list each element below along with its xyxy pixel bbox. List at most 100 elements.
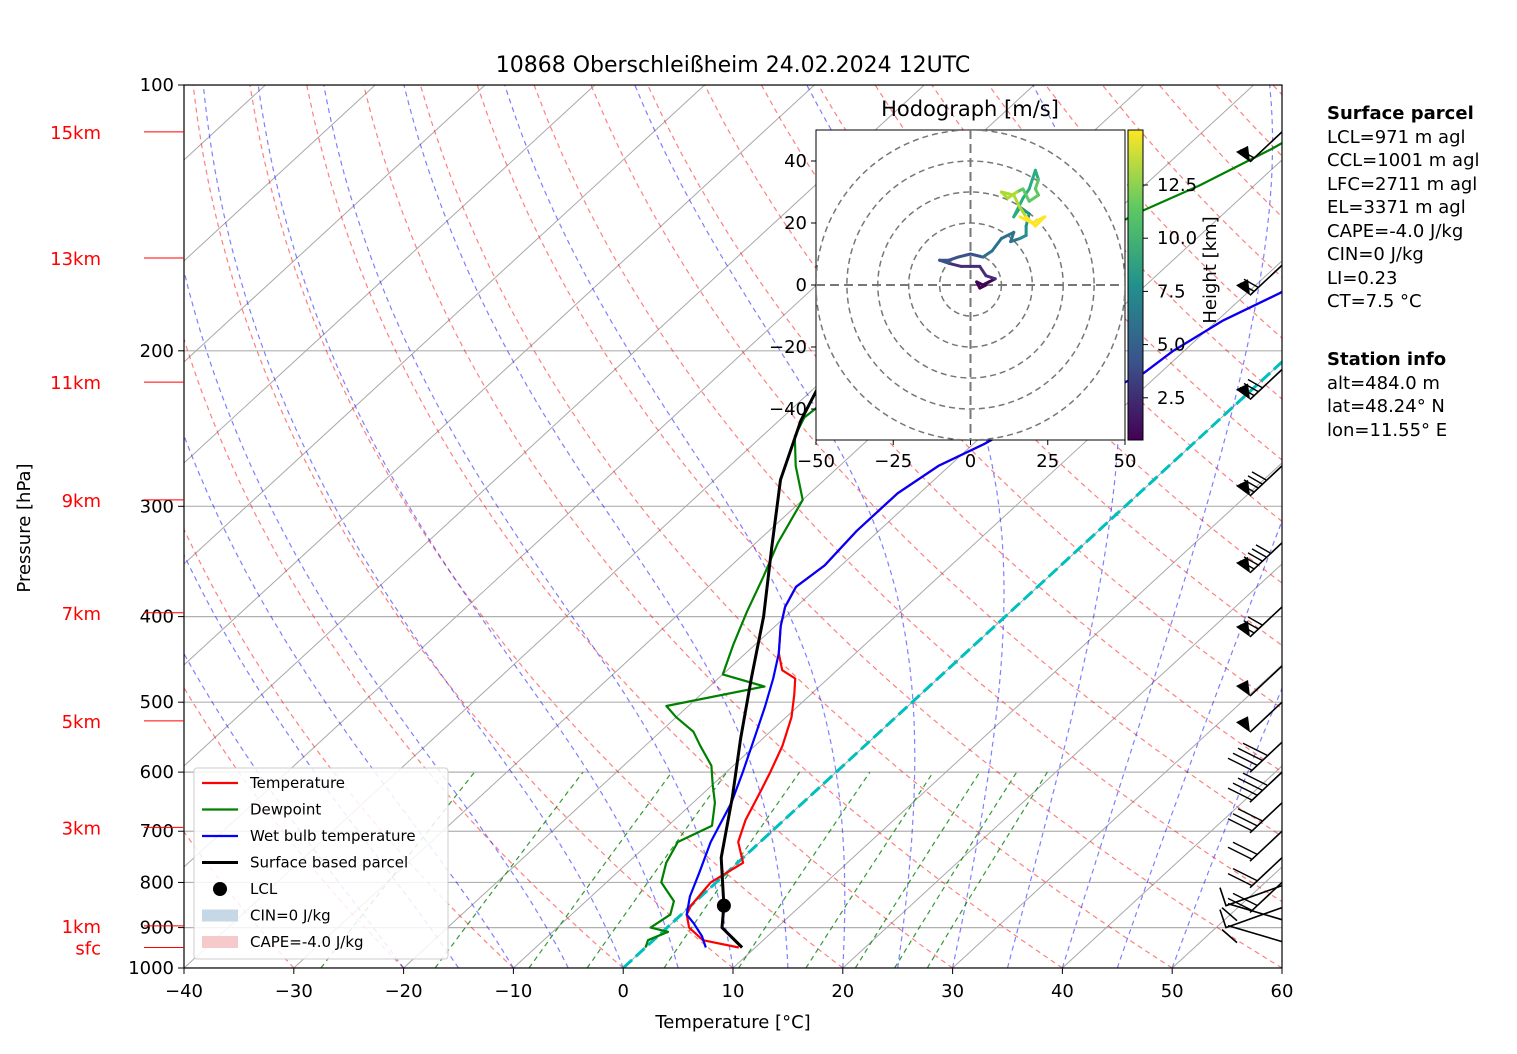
mixing-ratio-line bbox=[434, 771, 584, 968]
parcel-el: EL=3371 m agl bbox=[1327, 197, 1466, 218]
dry-adiabat bbox=[184, 527, 514, 968]
colorbar-tick-label: 12.5 bbox=[1157, 175, 1197, 196]
height-label: 9km bbox=[62, 491, 101, 512]
dry-adiabat bbox=[931, 85, 1282, 461]
mixing-ratio-line bbox=[894, 771, 1018, 968]
wind-barb bbox=[1227, 857, 1283, 889]
wind-barb bbox=[1236, 368, 1283, 401]
moist-adiabat bbox=[504, 85, 846, 968]
hodograph-segment bbox=[1027, 178, 1034, 191]
legend-swatch bbox=[202, 909, 238, 922]
hodograph-segment bbox=[1033, 178, 1040, 191]
mixing-ratio-line bbox=[738, 771, 871, 968]
parcel-lfc: LFC=2711 m agl bbox=[1327, 173, 1478, 195]
y-tick-label: 300 bbox=[140, 496, 174, 517]
hodo-y-tick-label: −40 bbox=[769, 399, 807, 420]
moist-adiabat bbox=[184, 433, 514, 968]
x-tick-label: 0 bbox=[617, 981, 628, 1002]
y-tick-label: 800 bbox=[140, 872, 174, 893]
height-label: 1km bbox=[62, 917, 101, 938]
wind-barb bbox=[1236, 542, 1283, 574]
hodo-y-tick-label: 0 bbox=[796, 275, 807, 296]
isotherm bbox=[1062, 765, 1282, 968]
chart-title: 10868 Oberschleißheim 24.02.2024 12UTC bbox=[496, 53, 971, 78]
dry-adiabat bbox=[192, 85, 734, 968]
hodograph-segment bbox=[1018, 215, 1034, 225]
hodograph-segment bbox=[1009, 237, 1022, 244]
parcel-ccl: CCL=1001 m agl bbox=[1327, 150, 1480, 171]
height-label: 3km bbox=[62, 818, 101, 839]
isotherm bbox=[842, 563, 1282, 968]
dry-adiabat bbox=[249, 85, 844, 968]
hodograph-segment bbox=[984, 274, 997, 281]
hodograph-segment bbox=[1021, 187, 1031, 203]
moist-adiabat bbox=[202, 85, 624, 968]
mixing-ratio-line bbox=[926, 771, 1048, 968]
wind-barb bbox=[1227, 802, 1283, 834]
isotherm bbox=[403, 159, 1282, 968]
station-info-panel: Station info alt=484.0 m lat=48.24° N lo… bbox=[1327, 348, 1447, 442]
isotherm bbox=[952, 664, 1282, 968]
parcel-ct: CT=7.5 °C bbox=[1327, 291, 1422, 312]
dry-adiabat bbox=[476, 85, 1282, 968]
wind-barbs bbox=[1219, 131, 1283, 944]
hodograph: Hodograph [m/s] −50 −25 0 25 50 40 20 0 −20 −40 1… bbox=[769, 97, 1221, 472]
wind-barb bbox=[1236, 264, 1283, 296]
legend: Temperature Dewpoint Wet bulb temperature S… bbox=[193, 767, 449, 960]
x-tick-label: 10 bbox=[722, 981, 745, 1002]
y-tick-label: 100 bbox=[140, 75, 174, 96]
height-label: 7km bbox=[62, 604, 101, 625]
x-axis-label: Temperature [°C] bbox=[654, 1012, 810, 1033]
wetbulb-line bbox=[685, 290, 1282, 948]
legend-label: Dewpoint bbox=[250, 801, 321, 819]
moist-adiabat bbox=[1116, 519, 1282, 968]
hodograph-segment bbox=[1012, 193, 1022, 209]
y-tick-label: 600 bbox=[140, 762, 174, 783]
wind-barb bbox=[1236, 701, 1283, 733]
station-lon: lon=11.55° E bbox=[1327, 419, 1448, 441]
y-tick-label: 900 bbox=[140, 918, 174, 939]
hodograph-segment bbox=[947, 255, 960, 262]
isotherm bbox=[184, 85, 486, 363]
dry-adiabat bbox=[184, 337, 624, 968]
dry-adiabat bbox=[533, 85, 1282, 903]
hodo-y-tick-label: 40 bbox=[784, 151, 807, 172]
wind-barb bbox=[1227, 741, 1283, 773]
height-label: 13km bbox=[50, 249, 101, 270]
parcel-lcl: LCL=971 m agl bbox=[1327, 126, 1466, 148]
x-tick-label: 30 bbox=[941, 981, 964, 1002]
surface-parcel-heading: Surface parcel bbox=[1327, 103, 1474, 124]
x-tick-label: −20 bbox=[385, 981, 423, 1002]
colorbar-label: Height [km] bbox=[1200, 216, 1221, 323]
moist-adiabat bbox=[257, 85, 679, 968]
wind-barb bbox=[1227, 771, 1283, 803]
mixing-ratio-line bbox=[528, 771, 673, 968]
dry-adiabat bbox=[647, 85, 1282, 773]
legend-swatch bbox=[213, 882, 227, 896]
hodograph-segment bbox=[978, 264, 988, 278]
hodo-x-tick-label: 50 bbox=[1114, 451, 1137, 472]
height-label: 11km bbox=[50, 373, 101, 394]
x-tick-label: 50 bbox=[1161, 981, 1184, 1002]
hodo-y-tick-label: −20 bbox=[769, 337, 807, 358]
hodograph-segment bbox=[990, 237, 1003, 253]
colorbar-tick-label: 10.0 bbox=[1157, 228, 1197, 249]
moist-adiabat bbox=[1061, 85, 1274, 968]
parcel-li: LI=0.23 bbox=[1327, 267, 1398, 289]
hodo-x-tick-label: −50 bbox=[797, 451, 835, 472]
station-alt: alt=484.0 m bbox=[1327, 372, 1440, 394]
dry-adiabat bbox=[363, 85, 1063, 968]
lcl-marker bbox=[716, 898, 731, 913]
hodo-x-tick-label: 25 bbox=[1036, 451, 1059, 472]
wind-barb bbox=[1236, 606, 1283, 638]
hodograph-segment bbox=[1033, 168, 1040, 182]
hodo-x-tick-label: 0 bbox=[965, 451, 976, 472]
isotherm bbox=[732, 462, 1282, 968]
isotherm bbox=[513, 260, 1282, 968]
isotherm bbox=[184, 85, 815, 666]
hodograph-segment bbox=[999, 230, 1016, 240]
isotherm bbox=[184, 85, 925, 767]
legend-label: Wet bulb temperature bbox=[250, 827, 416, 845]
